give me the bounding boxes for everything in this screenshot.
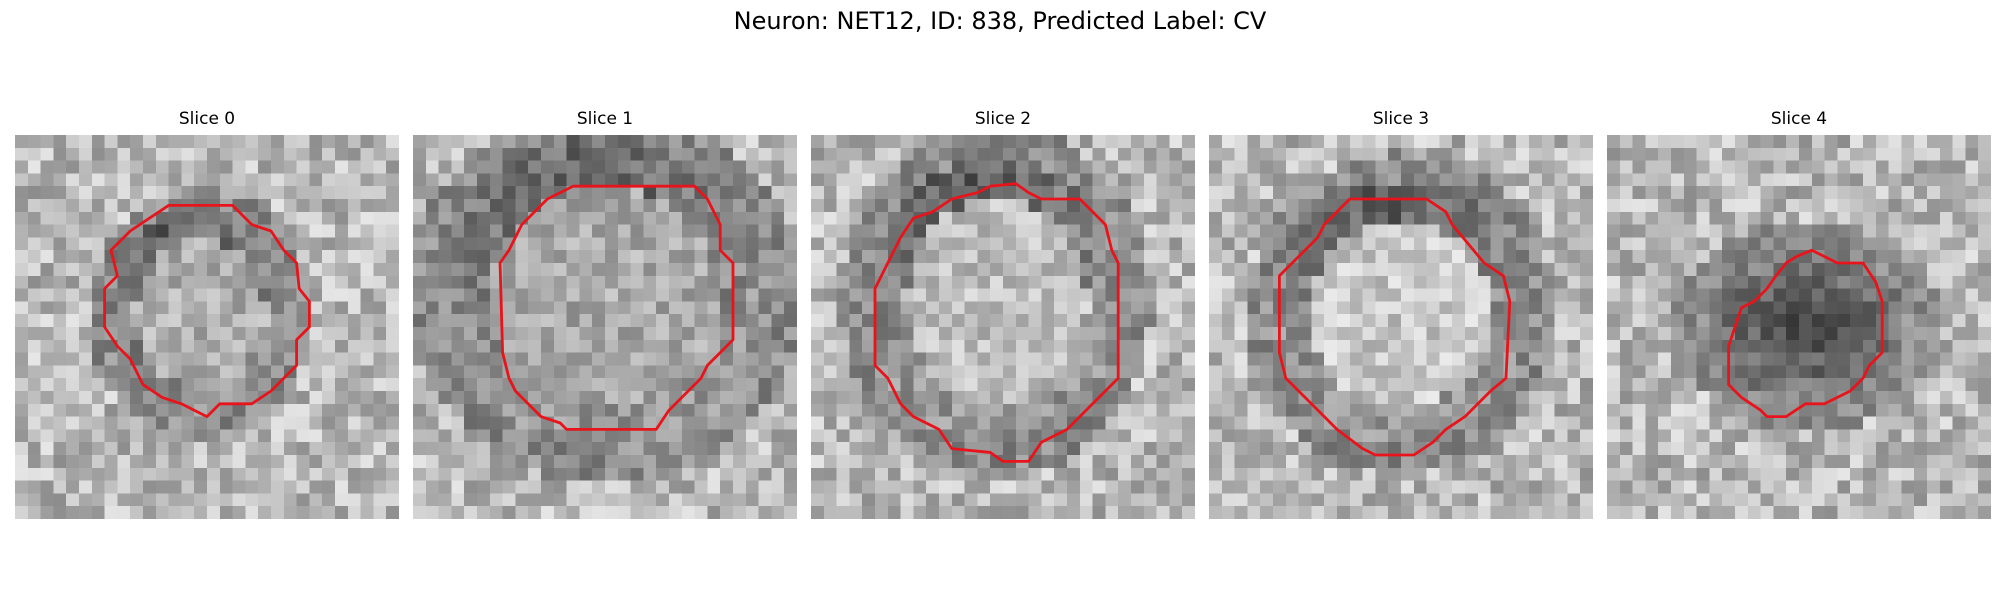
slice-panel: Slice 4 [1607, 108, 1991, 519]
slice-title: Slice 2 [974, 109, 1032, 129]
segmentation-contour [1727, 248, 1884, 419]
slice-title: Slice 3 [1372, 109, 1430, 129]
slice-panel: Slice 2 [811, 108, 1195, 519]
em-pixel-grid [1209, 135, 1593, 519]
slice-image [1607, 135, 1991, 519]
slice-image [413, 135, 797, 519]
em-pixel-grid [1607, 135, 1991, 519]
segmentation-contour [103, 203, 311, 419]
slice-panel: Slice 3 [1209, 108, 1593, 519]
slice-image [811, 135, 1195, 519]
segmentation-contour [1277, 197, 1512, 457]
slice-title: Slice 0 [178, 109, 236, 129]
slice-panel: Slice 0 [15, 108, 399, 519]
slice-title: Slice 4 [1770, 109, 1828, 129]
slice-image [1209, 135, 1593, 519]
em-pixel-grid [15, 135, 399, 519]
slice-title: Slice 1 [576, 109, 634, 129]
figure-title: Neuron: NET12, ID: 838, Predicted Label:… [733, 7, 1267, 35]
slice-image [15, 135, 399, 519]
segmentation-contour [873, 182, 1120, 463]
segmentation-contour [498, 184, 735, 431]
em-pixel-grid [413, 135, 797, 519]
slice-panel: Slice 1 [413, 108, 797, 519]
